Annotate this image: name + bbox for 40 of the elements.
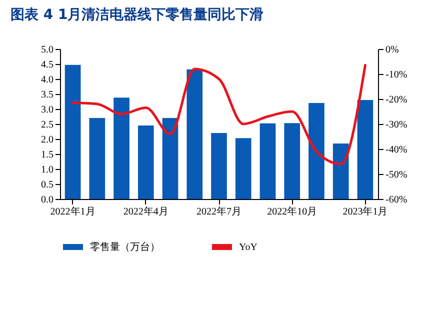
y-tick-label: 4.5 xyxy=(41,60,54,70)
bar xyxy=(260,123,276,199)
y-tick-label: 2.0 xyxy=(41,134,54,146)
y-tick-label: 1.5 xyxy=(41,150,54,160)
y-tick-label: 0.5 xyxy=(41,180,54,190)
bar xyxy=(64,64,81,199)
bar xyxy=(211,133,227,199)
y-tick-label: 1.0 xyxy=(41,164,54,176)
bar xyxy=(332,144,349,199)
bar xyxy=(138,126,154,199)
bar xyxy=(89,118,106,199)
y2-tick-label: -50% xyxy=(386,170,408,180)
y2-tick-label: -20% xyxy=(386,94,408,106)
y-tick-label: 5.0 xyxy=(41,44,54,56)
y2-tick-label: -60% xyxy=(386,194,408,206)
bar xyxy=(162,118,178,199)
y-tick-label: 3.5 xyxy=(41,90,54,100)
chart-title: 图表 4 1月清洁电器线下零售量同比下滑 xyxy=(10,7,264,23)
bar xyxy=(235,138,252,199)
bar xyxy=(284,123,300,199)
x-tick-label: 2022年7月 xyxy=(196,206,242,218)
y-tick-label: 4.0 xyxy=(41,74,54,86)
legend-label: 零售量（万台） xyxy=(90,241,160,253)
bar xyxy=(357,100,374,199)
y-tick-label: 0.0 xyxy=(41,194,54,206)
x-tick-label: 2022年4月 xyxy=(123,206,168,218)
bar xyxy=(114,98,130,199)
y2-tick-label: -10% xyxy=(386,70,408,80)
line-series xyxy=(72,64,366,166)
y2-tick-label: 0% xyxy=(386,44,399,56)
y-tick-label: 2.5 xyxy=(41,120,54,130)
y-tick-label: 3.0 xyxy=(41,104,54,116)
x-tick-label: 2023年1月 xyxy=(342,206,388,218)
y2-tick-label: -30% xyxy=(386,120,408,130)
x-tick-label: 2022年1月 xyxy=(50,206,96,218)
x-tick-label: 2022年10月 xyxy=(267,206,318,218)
bar xyxy=(186,69,203,199)
bar xyxy=(308,103,324,199)
y2-tick-label: -40% xyxy=(386,144,408,156)
legend-label: YoY xyxy=(239,242,258,253)
